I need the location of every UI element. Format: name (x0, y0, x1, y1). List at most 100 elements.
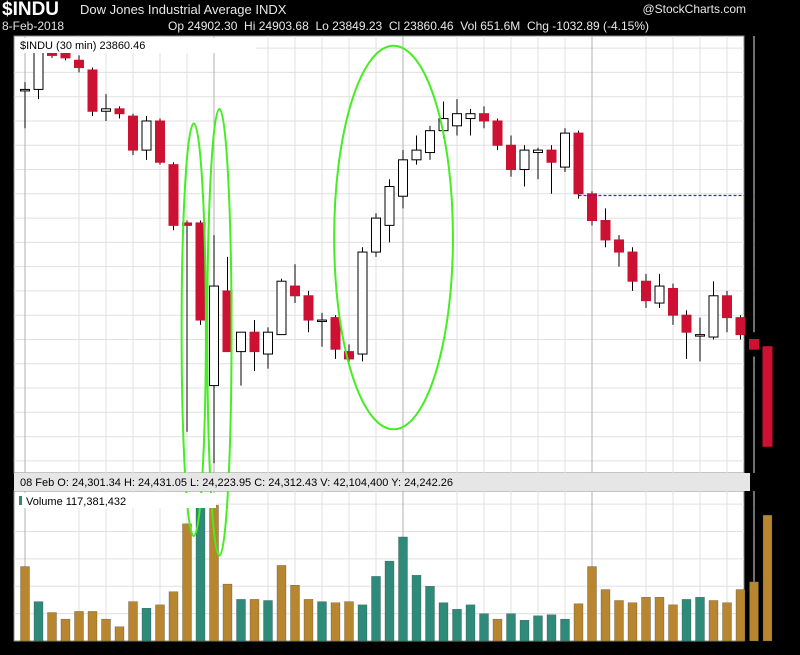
price-tick-label: 24400 (748, 310, 779, 322)
volume-bar (168, 591, 179, 642)
candle (668, 283, 678, 325)
candle (249, 320, 260, 372)
volume-bar (60, 618, 71, 642)
candle-body (735, 317, 746, 336)
candle-body (479, 113, 489, 122)
price-tick-label: 25300 (748, 92, 779, 104)
stockcharts-brand: @StockCharts.com (642, 2, 746, 16)
highlight-ellipse (333, 44, 454, 431)
volume-bar (303, 599, 314, 642)
volume-bar (411, 575, 422, 642)
volume-bar (519, 620, 530, 642)
price-candles (20, 45, 773, 464)
volume-bar (668, 604, 678, 642)
candle-body (600, 220, 611, 241)
candle (290, 264, 300, 304)
price-tick-label: 24800 (748, 213, 779, 225)
highlight-ellipse (206, 107, 233, 557)
x-tick-label: 2 (535, 644, 541, 655)
candle-body (627, 251, 638, 282)
candle (560, 128, 570, 172)
candle (141, 116, 152, 160)
volume-bar (438, 602, 449, 642)
candle (263, 327, 273, 369)
candle-body (384, 186, 395, 226)
volume-bar (398, 536, 408, 642)
x-tick-label: 5Feb (11, 642, 39, 655)
price-tick-label: 25200 (748, 116, 779, 128)
candle-body (708, 295, 719, 338)
candle-body (371, 217, 381, 253)
candle-body (425, 130, 435, 154)
candle-body (263, 331, 273, 355)
x-tick-label: 11 (73, 644, 84, 655)
candle (519, 145, 530, 187)
candle (708, 281, 719, 340)
candle (74, 55, 84, 73)
candle-body (654, 285, 665, 304)
volume-bar (587, 566, 597, 642)
candle-body (695, 334, 705, 337)
candle (587, 191, 597, 226)
volume-bar (762, 514, 773, 642)
x-tick-label: 8Feb (578, 642, 606, 655)
volume-tick-label: 125M (748, 499, 776, 511)
x-tick-label: 12 (667, 644, 679, 655)
volume-bar (330, 602, 341, 642)
candle (411, 135, 422, 165)
volume-bar (357, 604, 368, 642)
volume-bar (155, 604, 165, 642)
volume-bar (384, 560, 395, 642)
candle (276, 278, 287, 336)
volume-bar (101, 618, 111, 642)
price-tick-label: 25000 (748, 165, 779, 177)
volume-bar (708, 600, 719, 642)
x-tick-label: 1 (319, 644, 325, 655)
volume-bar (195, 494, 206, 642)
candle-body (249, 331, 260, 353)
x-tick-label: 11 (262, 644, 273, 655)
ohlc-summary: Op 24902.30 Hi 24903.68 Lo 23849.23 Cl 2… (168, 19, 650, 33)
volume-bar (182, 523, 192, 642)
volume-bar (222, 583, 233, 642)
x-tick-label: 3 (562, 644, 568, 655)
symbol-title: $INDU (2, 0, 60, 20)
volume-bar (33, 601, 44, 642)
symbol-name: Dow Jones Industrial Average INDX (80, 2, 287, 17)
volume-legend-box (16, 493, 216, 508)
candle (600, 208, 611, 248)
volume-bar (600, 589, 611, 642)
candle (762, 337, 773, 449)
volume-bar (641, 597, 651, 642)
volume-bar (317, 601, 327, 642)
quote-date: 8-Feb-2018 (2, 19, 65, 33)
x-tick-label: 7Feb (389, 642, 417, 655)
volume-bar (290, 585, 300, 642)
x-tick-label: 3 (751, 644, 757, 655)
volume-bar (654, 597, 665, 642)
candle-body (303, 295, 314, 321)
volume-bar (735, 589, 746, 642)
candle (114, 106, 125, 119)
price-panel (13, 35, 745, 474)
x-tick-label: 2 (346, 644, 352, 655)
candle-body (614, 239, 624, 253)
candle-body (411, 149, 422, 161)
volume-bar (479, 613, 489, 642)
candle (735, 315, 746, 340)
price-tick-label: 25400 (748, 67, 779, 79)
x-tick-label: 12 (100, 644, 112, 655)
candle (425, 125, 435, 160)
volume-legend: Volume 117,381,432 (26, 496, 126, 508)
candle (695, 317, 705, 362)
volume-bar (87, 611, 98, 642)
candle-body (560, 132, 570, 168)
candle-body (722, 295, 732, 319)
candle-body (344, 351, 354, 360)
candle (614, 235, 624, 267)
candle-body (155, 120, 165, 163)
price-tick-label: 24500 (748, 286, 779, 298)
volume-bar (573, 603, 584, 642)
candle-body (87, 69, 98, 112)
